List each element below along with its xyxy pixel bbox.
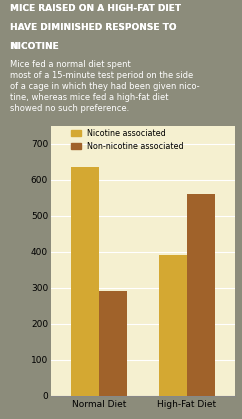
Legend: Nicotine associated, Non-nicotine associated: Nicotine associated, Non-nicotine associ… [69,127,186,152]
Text: MICE RAISED ON A HIGH-FAT DIET: MICE RAISED ON A HIGH-FAT DIET [10,4,181,13]
Text: NICOTINE: NICOTINE [10,42,58,51]
Text: MICE RAISED ON A HIGH-FAT DIET: MICE RAISED ON A HIGH-FAT DIET [10,4,181,13]
Text: Mice fed a normal diet spent
most of a 15-minute test period on the side
of a ca: Mice fed a normal diet spent most of a 1… [10,60,199,114]
Text: HAVE DIMINISHED RESPONSE TO: HAVE DIMINISHED RESPONSE TO [10,23,176,32]
Bar [187,194,215,396]
Bar [159,256,187,396]
Bar [71,167,99,396]
Text: HAVE DIMINISHED RESPONSE TO: HAVE DIMINISHED RESPONSE TO [10,23,176,32]
Bar [99,292,127,396]
Text: NICOTINE: NICOTINE [10,42,61,51]
